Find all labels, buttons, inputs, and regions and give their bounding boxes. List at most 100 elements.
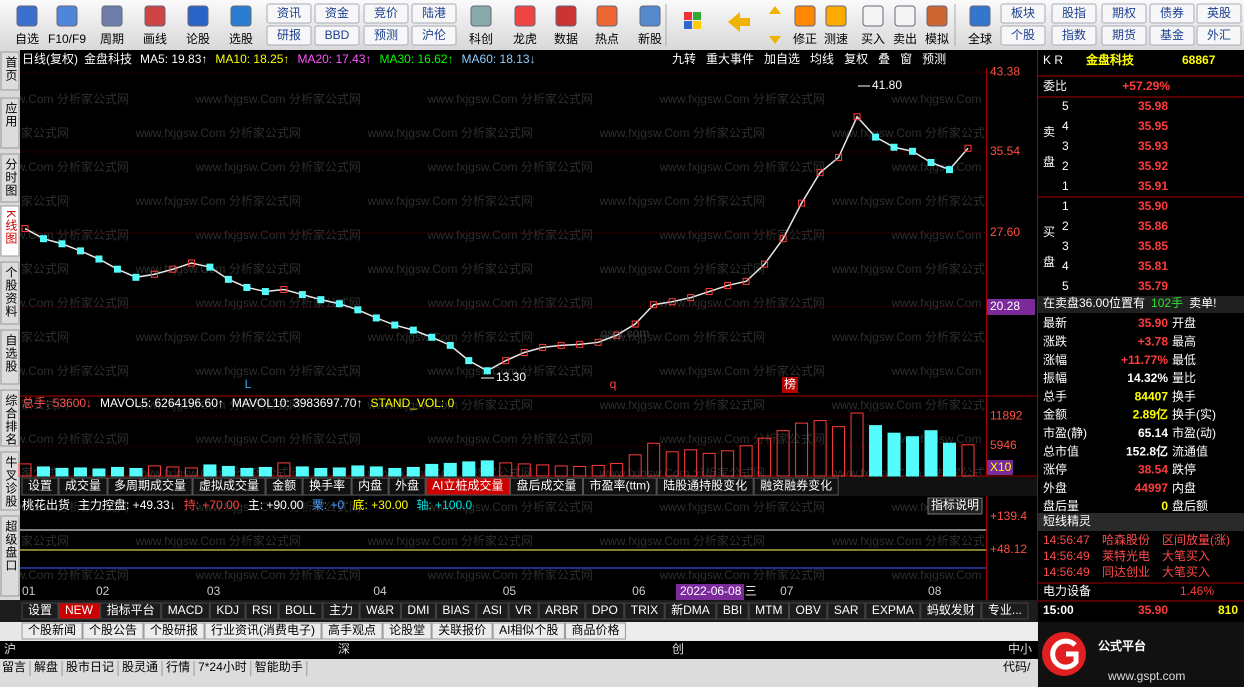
tab-label[interactable]: RSI xyxy=(252,603,272,617)
side-tab-label[interactable]: 分时图 xyxy=(4,158,18,197)
side-tab-label[interactable]: 牛叉诊股 xyxy=(4,455,18,508)
toolbar-button[interactable]: 资金 xyxy=(325,5,349,20)
tab-label[interactable]: W&R xyxy=(366,603,394,617)
tab[interactable] xyxy=(865,602,921,620)
side-tab[interactable] xyxy=(0,389,20,447)
tab[interactable] xyxy=(827,602,866,620)
tab-label[interactable]: 陆股通持股变化 xyxy=(663,478,747,493)
toolbar-button[interactable]: 研报 xyxy=(277,27,301,42)
tab-label[interactable]: KDJ xyxy=(216,603,239,617)
tab-label[interactable]: 个股新闻 xyxy=(28,622,76,637)
tab[interactable] xyxy=(351,477,389,496)
side-tab[interactable] xyxy=(0,97,20,149)
toolbar-button[interactable]: 自选 xyxy=(15,32,39,46)
tab[interactable] xyxy=(58,477,108,496)
toolbar-button[interactable]: 资讯 xyxy=(277,6,301,20)
toolbar-button[interactable]: 修正 xyxy=(793,31,817,46)
side-tab-label[interactable]: K线图 xyxy=(4,210,18,245)
side-tab-label[interactable]: 个股资料 xyxy=(4,266,18,318)
tab-label[interactable]: BBI xyxy=(723,603,742,617)
chart-button[interactable]: 叠 xyxy=(878,52,890,66)
tab[interactable] xyxy=(359,602,401,620)
tab[interactable] xyxy=(382,622,432,640)
toolbar-button[interactable]: 沪伦 xyxy=(422,27,446,42)
toolbar-button[interactable]: 论股 xyxy=(186,32,210,46)
tab[interactable] xyxy=(388,477,426,496)
toolbar-button[interactable]: 外汇 xyxy=(1207,28,1231,42)
toolbar-button[interactable]: 基金 xyxy=(1160,27,1184,42)
tab-label[interactable]: 外盘 xyxy=(395,478,419,493)
toolbar-button[interactable]: 科创 xyxy=(469,32,493,46)
tab-label[interactable]: 指标平台 xyxy=(107,602,155,617)
tab-label[interactable]: 设置 xyxy=(28,603,52,617)
tab[interactable] xyxy=(265,477,303,496)
side-tab-label[interactable]: 综合排名 xyxy=(4,394,18,446)
toolbar-button[interactable]: 模拟 xyxy=(925,32,949,46)
toolbar-button[interactable]: 债券 xyxy=(1160,5,1184,20)
button[interactable] xyxy=(927,497,983,515)
tab[interactable] xyxy=(664,602,717,620)
tab[interactable] xyxy=(209,602,246,620)
toolbar-button[interactable]: 全球 xyxy=(968,31,992,46)
tab[interactable] xyxy=(582,477,657,496)
toolbar-button[interactable]: 预测 xyxy=(374,28,398,42)
tab-label[interactable]: DMI xyxy=(407,603,429,617)
tab[interactable] xyxy=(585,602,625,620)
tab[interactable] xyxy=(656,477,754,496)
tab[interactable] xyxy=(716,602,749,620)
tab[interactable] xyxy=(920,602,982,620)
chart-button[interactable]: 复权 xyxy=(844,52,868,66)
tab[interactable] xyxy=(58,602,101,620)
tab[interactable] xyxy=(788,602,828,620)
tab-label[interactable]: 蚂蚁发财 xyxy=(927,602,975,617)
tab-label[interactable]: ASI xyxy=(483,603,502,617)
toolbar-button[interactable]: BBD xyxy=(325,28,350,42)
tab[interactable] xyxy=(82,622,144,640)
toolbar-button[interactable]: 期货 xyxy=(1112,27,1136,42)
toolbar-button[interactable]: 热点 xyxy=(595,32,619,46)
status-item[interactable]: 智能助手 xyxy=(255,659,303,674)
toolbar-button[interactable]: 龙虎 xyxy=(513,32,537,46)
tab-label[interactable]: ARBR xyxy=(545,603,579,617)
toolbar-button[interactable]: 卖出 xyxy=(893,32,917,46)
tab-label[interactable]: 高手观点 xyxy=(328,622,376,637)
tab-label[interactable]: BOLL xyxy=(285,603,316,617)
toolbar-button[interactable]: 个股 xyxy=(1011,28,1035,42)
tab[interactable] xyxy=(143,622,205,640)
tab[interactable] xyxy=(321,622,383,640)
tab[interactable] xyxy=(492,622,565,640)
tab-label[interactable]: 设置 xyxy=(28,479,52,493)
tab-label[interactable]: 商品价格 xyxy=(571,622,619,637)
tab-label[interactable]: 融资融券变化 xyxy=(760,478,832,493)
status-item[interactable]: 股市日记 xyxy=(66,659,114,674)
tab[interactable] xyxy=(107,477,193,496)
tab-label[interactable]: 新DMA xyxy=(671,602,710,617)
toolbar-button[interactable]: F10/F9 xyxy=(48,32,86,46)
chart-button[interactable]: 重大事件 xyxy=(706,52,754,66)
side-tab-label[interactable]: 超级盘口 xyxy=(4,519,18,572)
tab[interactable] xyxy=(748,602,789,620)
tab[interactable] xyxy=(400,602,436,620)
tab-label[interactable]: MTM xyxy=(755,603,782,617)
tab-label[interactable]: NEW xyxy=(65,603,94,617)
tab-label[interactable]: EXPMA xyxy=(872,603,914,617)
toolbar-button[interactable]: 竞价 xyxy=(374,6,398,20)
tab[interactable] xyxy=(981,602,1029,620)
chart-button[interactable]: 加自选 xyxy=(764,52,800,66)
tab-label[interactable]: 论股堂 xyxy=(389,623,425,637)
tab-label[interactable]: 换手率 xyxy=(309,478,345,493)
tab[interactable] xyxy=(564,622,626,640)
status-item[interactable]: 留言 xyxy=(2,660,26,674)
tab-label[interactable]: 市盈率(ttm) xyxy=(589,478,650,493)
tab[interactable] xyxy=(508,602,539,620)
toolbar-button[interactable]: 新股 xyxy=(638,31,662,46)
tab[interactable] xyxy=(21,477,59,496)
tab[interactable] xyxy=(192,477,266,496)
status-item[interactable]: 股灵通 xyxy=(122,660,158,674)
tab[interactable] xyxy=(509,477,583,496)
tab[interactable] xyxy=(278,602,323,620)
tab-label[interactable]: OBV xyxy=(795,603,820,617)
tab[interactable] xyxy=(245,602,279,620)
tab[interactable] xyxy=(431,622,493,640)
tab[interactable] xyxy=(538,602,586,620)
